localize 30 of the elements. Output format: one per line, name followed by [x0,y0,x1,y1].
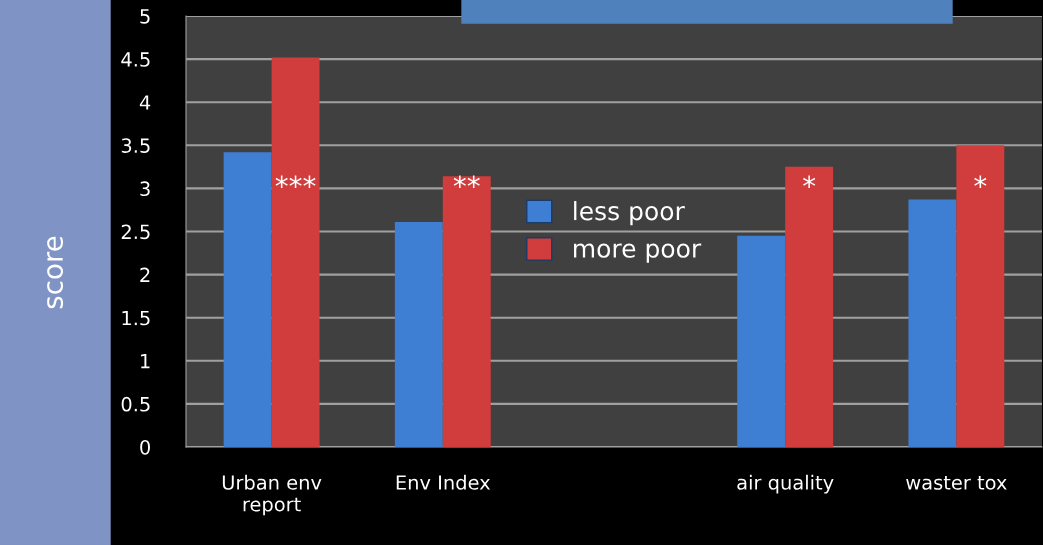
bar [442,176,491,447]
bar [908,199,957,447]
bar [785,166,834,447]
y-tick-label: 3.5 [121,138,150,153]
x-tick-label: air quality [737,474,834,494]
annotation: ** [453,175,480,189]
x-tick-label: Urban env report [222,474,322,516]
y-tick-label: 0.5 [121,396,150,412]
y-tick-label: 2 [140,267,150,282]
annotation: * [803,175,816,189]
bar [271,57,320,447]
y-tick-label: 0 [140,439,150,455]
annotation: *** [275,175,316,189]
y-tick-label: 3 [140,181,150,197]
x-tick-label: waster tox [906,475,1007,490]
bar [737,235,786,447]
bar [394,222,443,447]
bar [223,152,272,447]
y-tick-label: 1.5 [122,310,150,326]
y-tick-label: 1 [141,354,150,369]
bar [956,145,1005,447]
y-tick-label: 4 [139,95,151,110]
y-tick-label: 5 [140,9,150,24]
x-tick-label: Env Index [396,474,491,490]
y-axis-title: score [47,236,64,309]
legend-label: less poor [574,201,685,226]
legend-label: more poor [574,243,702,263]
y-tick-label: 4.5 [121,52,150,67]
annotation: * [974,175,987,189]
y-tick-label: 2.5 [121,224,150,240]
